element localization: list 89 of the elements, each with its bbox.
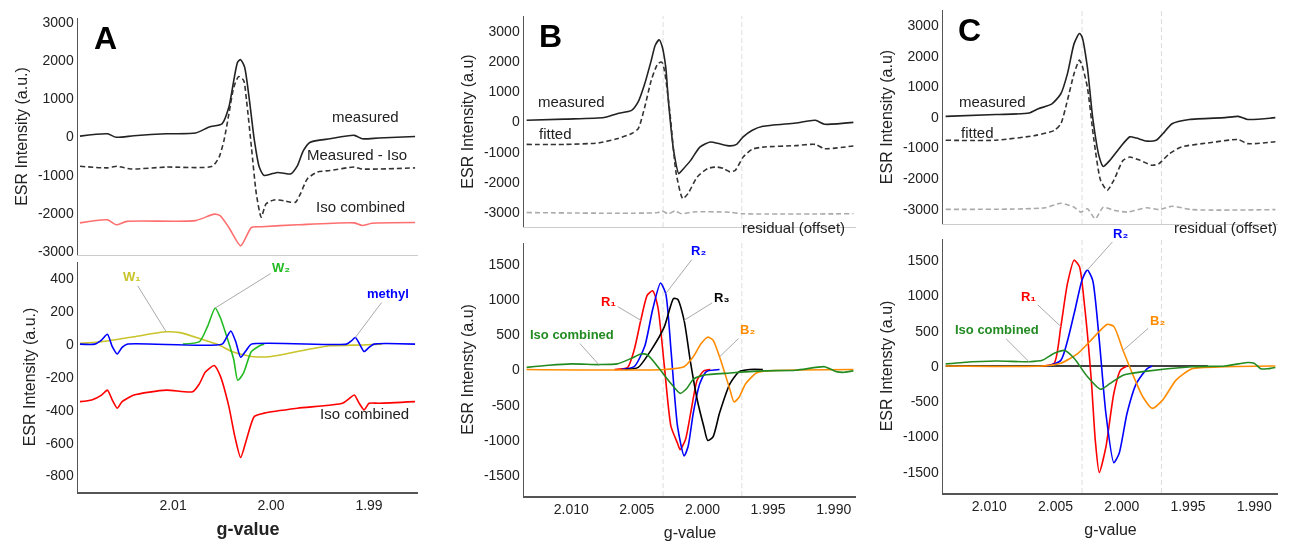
y-tick-label: -800	[45, 467, 74, 484]
text: W₂	[272, 260, 291, 275]
y-tick-label: -1500	[483, 466, 520, 483]
series-label: measured	[332, 108, 399, 125]
x-tick-label: 2.005	[619, 501, 655, 518]
x-axis-title: g-value	[1084, 520, 1137, 538]
text: R₁	[601, 294, 616, 309]
x-tick-label: 1.995	[750, 501, 786, 518]
x-tick-label: 1.99	[355, 497, 383, 514]
y-tick-label: -2000	[483, 173, 520, 190]
y-tick-label: -1000	[902, 428, 939, 445]
y-tick-label: -3000	[902, 200, 939, 217]
text: W₁	[123, 269, 141, 284]
x-tick-label: 1.990	[1236, 498, 1272, 515]
y-tick-label: -3000	[37, 243, 74, 260]
y-tick-label: 2000	[907, 47, 939, 64]
y-tick-label: -3000	[483, 203, 520, 220]
y-tick-label: 500	[915, 322, 939, 339]
series-label: residual (offset)	[742, 219, 846, 236]
y-tick-label: 1000	[488, 291, 520, 308]
y-axis-title: ESR Intensity (a.u.)	[13, 67, 31, 206]
x-tick-label: 2.010	[971, 498, 1008, 515]
y-tick-label: 2000	[488, 53, 520, 70]
series-label: measured	[538, 93, 605, 110]
y-tick-label: 1000	[907, 78, 939, 95]
text: B₂	[1150, 313, 1166, 328]
series-label: Iso combined	[316, 198, 406, 215]
x-tick-label: 2.000	[684, 501, 721, 518]
x-tick-label: 2.00	[257, 497, 285, 514]
y-axis-title: ESR Intensity (a.u)	[878, 49, 896, 185]
text: methyl	[367, 286, 409, 301]
y-tick-label: 1500	[488, 255, 520, 272]
series-label: fitted	[961, 124, 994, 141]
y-tick-label: 1500	[907, 252, 939, 269]
y-tick-label: 500	[496, 326, 520, 343]
series-label: measured	[959, 93, 1026, 110]
series-label: residual (offset)	[1174, 219, 1278, 236]
y-tick-label: -2000	[37, 204, 74, 221]
y-tick-label: 1000	[42, 90, 74, 107]
y-tick-label: -200	[45, 368, 74, 385]
y-tick-label: 1000	[488, 83, 520, 100]
y-tick-label: 0	[65, 336, 74, 353]
series-label: Iso combined	[530, 327, 614, 342]
chart-title: A	[94, 20, 118, 56]
chart-title: B	[539, 18, 563, 54]
x-tick-label: 2.01	[159, 497, 187, 514]
y-axis-title: ESR Intensty (a.u)	[459, 304, 477, 435]
y-tick-label: 3000	[42, 13, 74, 30]
y-tick-label: 3000	[907, 17, 939, 34]
x-axis-title: g-value	[663, 523, 717, 541]
text: R₂	[1113, 226, 1129, 241]
y-tick-label: -600	[45, 434, 74, 451]
text: R₁	[1021, 289, 1036, 304]
y-tick-label: -1000	[483, 143, 520, 160]
y-tick-label: 3000	[488, 22, 520, 39]
chart-title: C	[958, 12, 982, 48]
y-tick-label: 0	[511, 361, 520, 378]
y-tick-label: -2000	[902, 170, 939, 187]
series-label: Measured - Iso	[307, 146, 408, 163]
x-tick-label: 1.990	[816, 501, 852, 518]
y-tick-label: -500	[491, 396, 520, 413]
y-tick-label: -1000	[483, 431, 520, 448]
y-tick-label: 0	[511, 113, 520, 130]
text: R₃	[714, 290, 730, 305]
y-tick-label: 200	[50, 303, 74, 320]
y-tick-label: -500	[910, 393, 939, 410]
x-axis-title: g-value	[216, 519, 280, 540]
y-tick-label: 0	[65, 128, 74, 145]
x-tick-label: 1.995	[1170, 498, 1206, 515]
y-tick-label: -400	[45, 401, 74, 418]
y-axis-title: ESR Intensity (a.u.)	[20, 307, 38, 447]
y-tick-label: 400	[50, 270, 74, 287]
y-tick-label: -1000	[902, 139, 939, 156]
y-tick-label: -1000	[37, 166, 74, 183]
x-tick-label: 2.010	[553, 501, 589, 518]
series-label: fitted	[539, 125, 572, 142]
y-axis-title: ESR Intensty (a.u)	[878, 300, 896, 432]
y-tick-label: 0	[930, 108, 939, 125]
y-axis-title: ESR Intensity (a.u)	[459, 54, 477, 189]
y-tick-label: 2000	[42, 51, 74, 68]
series-label: Iso combined	[955, 322, 1039, 337]
y-tick-label: 1000	[907, 287, 939, 304]
y-tick-label: -1500	[902, 463, 939, 480]
x-tick-label: 2.005	[1038, 498, 1074, 515]
text: R₂	[691, 243, 707, 258]
series-label: B₂	[740, 322, 756, 337]
y-tick-label: 0	[930, 357, 939, 374]
series-label: Iso combined	[320, 405, 410, 422]
x-tick-label: 2.000	[1104, 498, 1140, 515]
